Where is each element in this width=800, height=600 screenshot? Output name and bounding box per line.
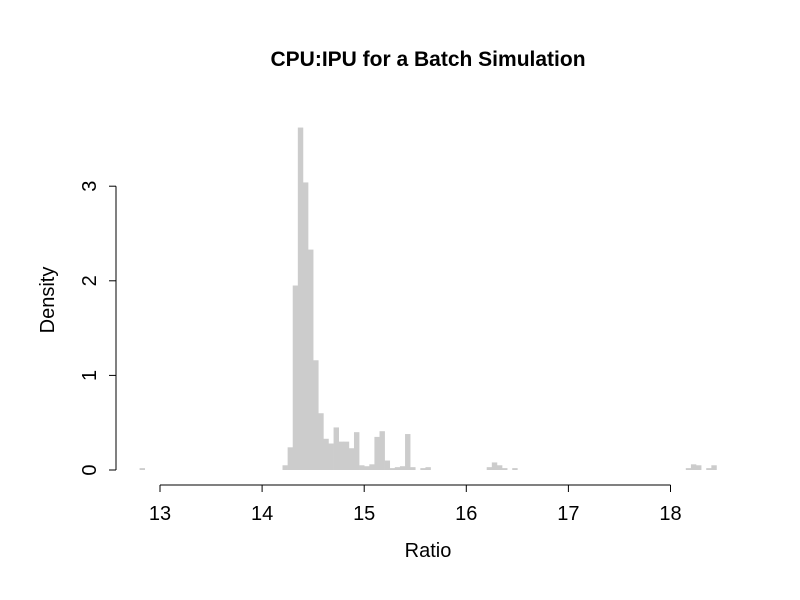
y-tick-label: 2 [79, 275, 101, 286]
x-tick-label: 14 [251, 503, 273, 525]
histogram-bars [139, 127, 717, 471]
histogram-bar [333, 427, 339, 470]
histogram-bar [364, 466, 370, 470]
histogram-bar [343, 441, 350, 470]
histogram-bar [323, 438, 329, 470]
x-tick-label: 15 [353, 503, 375, 525]
histogram-bar [399, 466, 406, 470]
histogram-bar [512, 468, 518, 470]
histogram-bar [496, 465, 503, 470]
x-tick-label: 18 [659, 503, 681, 525]
x-tick-label: 13 [149, 503, 171, 525]
histogram-bar [502, 468, 508, 470]
histogram-bar [425, 467, 431, 470]
histogram-bar [410, 467, 416, 470]
histogram-bar [328, 443, 334, 470]
y-tick-label: 3 [79, 181, 101, 192]
histogram-bar [302, 182, 309, 471]
histogram-bar [491, 462, 498, 470]
histogram-bar [394, 467, 401, 470]
histogram-bar [348, 448, 355, 470]
histogram-bar [313, 360, 319, 470]
histogram-bar [139, 468, 145, 470]
histogram-bar [389, 468, 396, 470]
histogram-bar [308, 249, 314, 470]
x-tick-label: 17 [557, 503, 579, 525]
histogram-bar [353, 432, 360, 470]
histogram-bar [696, 465, 702, 470]
histogram-bar [384, 460, 391, 470]
y-axis-label: Density [37, 267, 59, 334]
x-axis-label: Ratio [405, 540, 452, 562]
histogram-bar [690, 464, 697, 470]
chart-title: CPU:IPU for a Batch Simulation [270, 48, 585, 71]
histogram-bar [292, 285, 299, 470]
histogram-bar [282, 465, 288, 470]
y-tick-label: 1 [79, 370, 101, 381]
y-tick-label: 0 [79, 464, 101, 475]
x-axis: 13 14 15 16 17 18 [149, 484, 682, 525]
histogram-bar [374, 436, 380, 470]
histogram-bar [318, 413, 324, 470]
x-tick-label: 16 [455, 503, 477, 525]
histogram-bar [338, 441, 345, 470]
histogram-bar [379, 431, 385, 470]
histogram-bar [706, 468, 712, 470]
histogram-bar [420, 468, 426, 470]
histogram-bar [287, 447, 294, 470]
histogram-bar [359, 465, 365, 470]
histogram-bar [369, 464, 375, 470]
histogram-bar [711, 465, 717, 470]
histogram-bar [405, 434, 411, 470]
histogram-bar [297, 127, 304, 471]
y-axis: 0 1 2 3 [79, 181, 117, 476]
histogram-bar [685, 468, 692, 470]
histogram-bar [486, 467, 493, 470]
